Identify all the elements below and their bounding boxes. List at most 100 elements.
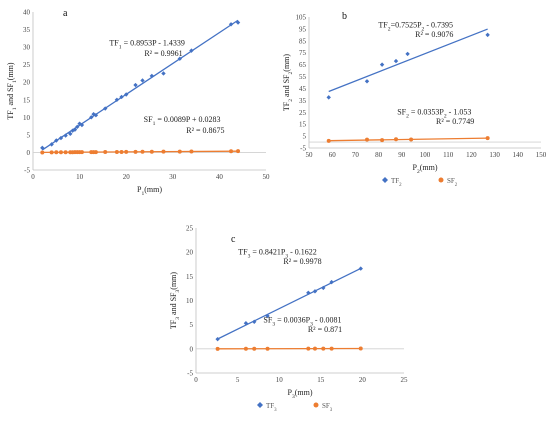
data-point-TF3	[265, 313, 270, 319]
trendline-TF2	[328, 28, 488, 93]
x-tick-label: 140	[513, 151, 524, 159]
data-point-SF3	[358, 346, 363, 351]
data-point-SF1	[161, 149, 166, 154]
x-tick-label: 25	[401, 376, 409, 384]
x-tick-label: 90	[398, 151, 406, 159]
x-tick-label: 15	[317, 376, 325, 384]
data-point-TF3	[306, 290, 311, 295]
data-point-TF1	[58, 135, 64, 141]
y-axis-label: TF1 and SF1(mm)	[6, 62, 18, 120]
x-tick-label: 50	[263, 173, 271, 181]
x-tick-label: 5	[236, 376, 240, 384]
y-tick-label: 85	[299, 37, 307, 45]
x-tick-label: 130	[489, 151, 500, 159]
data-point-SF1	[229, 149, 234, 154]
data-point-SF1	[79, 150, 84, 155]
data-point-TF1	[177, 56, 182, 61]
y-tick-label: 15	[23, 96, 31, 104]
y-tick-label: 0	[190, 345, 194, 353]
equation-annotation: SF2 = 0.0353P2 - 1.053	[397, 108, 471, 120]
x-axis-label: P3(mm)	[287, 388, 312, 400]
equation-annotation: R² = 0.8675	[186, 126, 224, 135]
data-point-TF2	[405, 51, 410, 57]
x-axis-label: P2(mm)	[412, 163, 437, 175]
x-tick-label: 100	[420, 151, 431, 159]
data-point-TF1	[91, 111, 96, 117]
y-tick-label: 75	[299, 49, 307, 57]
data-point-TF3	[215, 336, 220, 342]
data-point-TF3	[329, 279, 334, 285]
data-point-SF1	[119, 149, 124, 154]
data-point-SF3	[321, 346, 326, 351]
data-point-TF3	[252, 319, 257, 324]
y-tick-label: 25	[186, 225, 194, 233]
y-tick-label: 5	[303, 133, 307, 141]
legend-marker-TF2	[382, 177, 388, 183]
data-point-TF1	[103, 106, 108, 111]
series-SF1	[40, 149, 241, 155]
y-tick-label: 5	[190, 321, 194, 329]
panel-letter: c	[231, 234, 236, 245]
data-point-TF3	[312, 289, 318, 294]
data-point-TF1	[68, 131, 73, 137]
data-point-TF1	[93, 113, 99, 118]
data-point-SF3	[329, 346, 334, 351]
y-tick-label: 35	[23, 26, 31, 34]
legend-marker-SF3	[313, 402, 319, 408]
data-point-TF1	[140, 78, 145, 83]
data-point-TF3	[321, 285, 326, 291]
data-point-SF1	[58, 150, 63, 155]
data-point-SF3	[265, 346, 270, 351]
data-point-TF2	[379, 62, 385, 67]
data-point-SF3	[215, 346, 220, 351]
data-point-TF1	[89, 115, 94, 120]
data-point-TF1	[133, 82, 138, 88]
y-tick-label: 5	[27, 131, 31, 139]
equation-annotation: R² = 0.9076	[415, 30, 453, 39]
series-TF3	[215, 266, 363, 342]
data-point-SF3	[312, 346, 317, 351]
x-tick-label: 60	[329, 151, 337, 159]
data-point-TF1	[189, 48, 194, 53]
legend-label-SF3: SF3	[322, 402, 333, 413]
equation-annotation: R² = 0.871	[308, 325, 342, 334]
x-tick-label: 80	[375, 151, 383, 159]
data-point-SF1	[133, 149, 138, 154]
x-tick-label: 120	[466, 151, 477, 159]
data-point-SF1	[93, 150, 98, 155]
data-point-TF2	[364, 79, 370, 84]
x-tick-label: 70	[352, 151, 360, 159]
y-tick-label: 95	[299, 25, 307, 33]
data-point-SF1	[124, 149, 129, 154]
data-point-SF1	[177, 149, 182, 154]
x-tick-label: 110	[443, 151, 454, 159]
series-SF3	[215, 346, 363, 351]
data-point-SF2	[380, 138, 385, 143]
legend-marker-TF3	[257, 402, 263, 408]
equation-annotation: R² = 0.9961	[144, 49, 182, 58]
panel-letter: a	[63, 8, 68, 19]
series-SF2	[326, 136, 490, 143]
equation-annotation: TF2=0.7525P2 - 0.7395	[378, 21, 453, 33]
x-tick-label: 40	[216, 173, 224, 181]
data-point-SF1	[236, 149, 241, 154]
y-tick-label: 15	[299, 121, 307, 129]
x-axis-label: P1(mm)	[137, 185, 162, 197]
data-point-TF2	[393, 58, 399, 64]
y-tick-label: 45	[299, 85, 307, 93]
data-point-SF3	[252, 346, 257, 351]
data-point-TF1	[49, 142, 54, 147]
data-point-TF1	[161, 71, 166, 76]
data-point-TF1	[63, 133, 68, 138]
data-point-SF1	[63, 150, 68, 155]
x-tick-label: 50	[306, 151, 314, 159]
data-point-TF1	[119, 94, 124, 100]
y-tick-label: 30	[23, 44, 31, 52]
legend-label-SF2: SF2	[447, 177, 458, 188]
x-tick-label: 20	[123, 173, 131, 181]
data-point-SF1	[140, 149, 145, 154]
data-point-SF1	[149, 149, 154, 154]
